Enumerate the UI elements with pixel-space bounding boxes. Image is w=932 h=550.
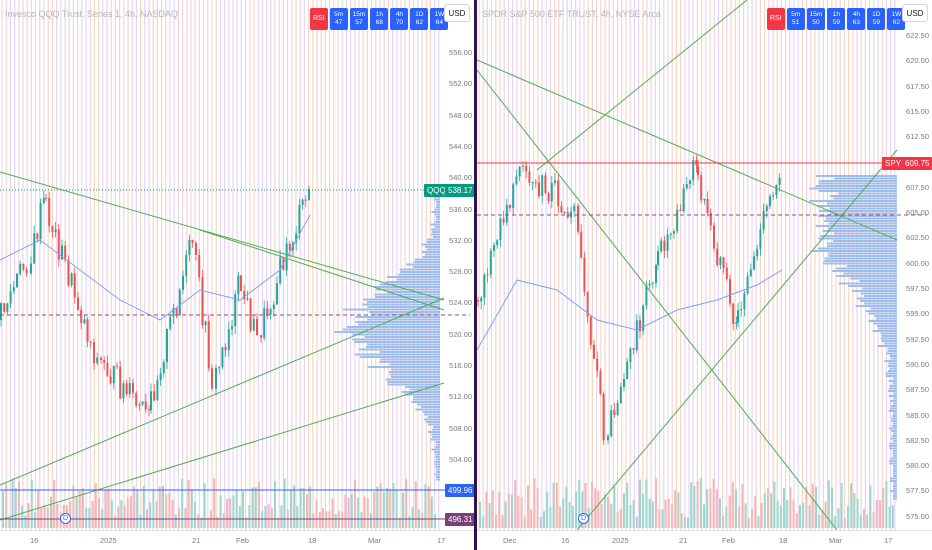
- qqq-price-tick: 536.00: [449, 204, 472, 214]
- moving-average-line: [0, 214, 311, 321]
- spy-time-tick: Dec: [503, 536, 517, 545]
- spy-time-axis[interactable]: Dec 16 2025 21 Feb 18 Mar 17: [477, 530, 932, 550]
- pane-divider[interactable]: [474, 0, 477, 550]
- spy-time-tick: Mar: [829, 536, 842, 545]
- rsi-cell-1w[interactable]: 1W 62: [887, 8, 906, 30]
- spy-price-tick: 600.00: [906, 258, 929, 268]
- qqq-price-tick: 528.00: [449, 267, 472, 277]
- candlesticks: [0, 186, 310, 417]
- rsi-cell-15m[interactable]: 15m 57: [349, 8, 369, 30]
- qqq-price-tick: 524.00: [449, 298, 472, 308]
- qqq-time-tick: 21: [192, 536, 201, 545]
- qqq-price-tick: 512.00: [449, 392, 472, 402]
- qqq-level-tag-1: 499.96: [445, 484, 474, 497]
- qqq-price-tick: 504.00: [449, 454, 472, 464]
- qqq-time-tick: 18: [308, 536, 317, 545]
- qqq-price-tick: 540.00: [449, 173, 472, 183]
- spy-price-tick: 585.00: [906, 410, 929, 420]
- qqq-price-tick: 544.00: [449, 141, 472, 151]
- spy-price-tick: 615.00: [906, 106, 929, 116]
- rsi-label[interactable]: RSI: [310, 8, 328, 30]
- qqq-time-tick: 17: [437, 536, 446, 545]
- spy-time-tick: 16: [561, 536, 570, 545]
- qqq-time-tick: Feb: [236, 536, 249, 545]
- rsi-cell-5m[interactable]: 5m 47: [329, 8, 348, 30]
- spy-price-tick: 580.00: [906, 461, 929, 471]
- session-stripes: [478, 0, 896, 530]
- rsi-cell-1w[interactable]: 1W 64: [430, 8, 449, 30]
- spy-chart-canvas[interactable]: [477, 0, 932, 530]
- candlesticks: [477, 155, 781, 445]
- qqq-price-tick: 532.00: [449, 235, 472, 245]
- volume-profile: [809, 175, 897, 500]
- qqq-price-tick: 520.00: [449, 329, 472, 339]
- trend-lines: [477, 0, 898, 530]
- moving-average-line: [477, 269, 783, 351]
- qqq-price-tick: 516.00: [449, 361, 472, 370]
- qqq-symbol-tag: QQQ: [424, 184, 449, 197]
- spy-price-tick: 620.00: [906, 56, 929, 66]
- rsi-cell-1h[interactable]: 1h 59: [827, 8, 846, 30]
- rsi-cell-1h[interactable]: 1h 68: [370, 8, 389, 30]
- currency-button[interactable]: USD: [444, 4, 470, 22]
- qqq-time-axis[interactable]: 16 2025 21 Feb 18 Mar 17: [0, 530, 474, 550]
- spy-time-tick: 17: [884, 536, 893, 545]
- qqq-time-tick: 16: [30, 536, 39, 545]
- spy-symbol-legend[interactable]: SPDR S&P 500 ETF TRUST, 4h, NYSE Arca: [482, 9, 661, 19]
- spy-price-tick: 582.50: [906, 435, 929, 445]
- spy-price-tick: 587.50: [906, 385, 929, 395]
- rsi-cell-4h[interactable]: 4h 70: [390, 8, 409, 30]
- spy-rsi-widget[interactable]: RSI 5m 51 15m 50 1h 59 4h 63 1D 59 1W 62: [767, 8, 906, 30]
- qqq-price-tick: 552.00: [449, 79, 472, 89]
- spy-chart-pane[interactable]: SPDR S&P 500 ETF TRUST, 4h, NYSE Arca RS…: [477, 0, 932, 550]
- rsi-cell-1d[interactable]: 1D 59: [867, 8, 886, 30]
- rsi-cell-4h[interactable]: 4h 63: [847, 8, 866, 30]
- qqq-price-axis[interactable]: 556.00 552.00 548.00 544.00 540.00 536.00 532.…: [444, 0, 474, 530]
- qqq-level-tag-2: 496.31: [445, 513, 474, 526]
- currency-button[interactable]: USD: [902, 4, 928, 22]
- spy-price-tick: 597.50: [906, 284, 929, 293]
- spy-price-axis[interactable]: 622.50620.00617.50615.00612.50610.00607.…: [901, 0, 931, 530]
- qqq-time-tick: Mar: [368, 536, 381, 545]
- rsi-cell-15m[interactable]: 15m 50: [806, 8, 826, 30]
- spy-price-tick: 612.50: [906, 132, 929, 142]
- qqq-time-tick: 2025: [100, 536, 117, 545]
- spy-price-tick: 575.00: [906, 511, 929, 521]
- volume-profile: [334, 196, 440, 481]
- spy-time-tick: Feb: [722, 536, 735, 545]
- spy-price-tick: 622.50: [906, 31, 929, 40]
- spy-time-tick: 18: [779, 536, 788, 545]
- spy-last-price-tag: 609.75: [902, 157, 932, 170]
- rsi-cell-5m[interactable]: 5m 51: [786, 8, 805, 30]
- qqq-rsi-widget[interactable]: RSI 5m 47 15m 57 1h 68 4h 70 1D 62 1W 64: [310, 8, 449, 30]
- spy-price-tick: 577.50: [906, 486, 929, 496]
- trend-lines: [0, 171, 445, 521]
- rsi-cell-1d[interactable]: 1D 62: [410, 8, 429, 30]
- spy-price-tick: 602.50: [906, 233, 929, 243]
- qqq-symbol-legend[interactable]: Invesco QQQ Trust, Series 1, 4h, NASDAQ: [5, 9, 179, 19]
- spy-price-tick: 595.00: [906, 309, 929, 319]
- qqq-last-price-tag: 538.17: [445, 184, 474, 197]
- spy-price-tick: 590.00: [906, 359, 929, 369]
- qqq-price-tick: 556.00: [449, 48, 472, 57]
- session-stripes: [1, 0, 440, 530]
- qqq-chart-canvas[interactable]: [0, 0, 474, 530]
- volume-bars: [2, 478, 436, 528]
- spy-time-tick: 2025: [612, 536, 629, 545]
- qqq-price-tick: 548.00: [449, 110, 472, 120]
- spy-price-tick: 617.50: [906, 81, 929, 91]
- qqq-chart-pane[interactable]: Invesco QQQ Trust, Series 1, 4h, NASDAQ …: [0, 0, 474, 550]
- dividend-badge[interactable]: D: [578, 513, 589, 524]
- spy-price-tick: 607.50: [906, 182, 929, 192]
- dividend-badge[interactable]: D: [60, 513, 71, 524]
- rsi-label[interactable]: RSI: [767, 8, 785, 30]
- qqq-price-tick: 508.00: [449, 423, 472, 433]
- spy-symbol-tag: SPY: [882, 157, 905, 170]
- spy-price-tick: 605.00: [906, 208, 929, 218]
- spy-time-tick: 21: [679, 536, 688, 545]
- spy-price-tick: 592.50: [906, 334, 929, 344]
